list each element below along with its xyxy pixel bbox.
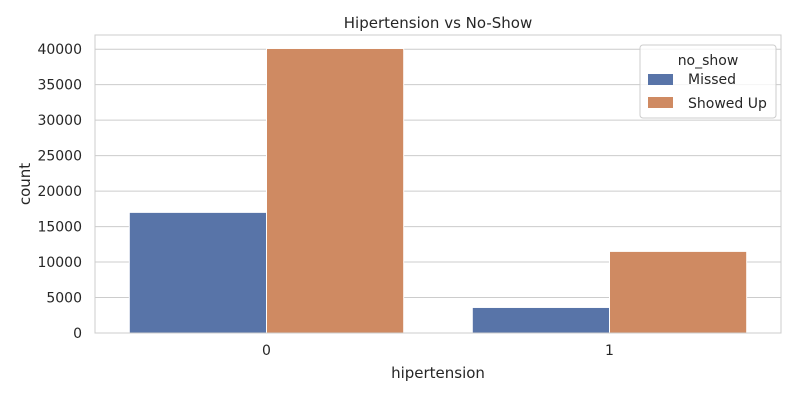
legend-label-missed: Missed: [688, 72, 736, 88]
y-tick-label: 0: [73, 326, 82, 342]
y-tick-label: 30000: [37, 113, 82, 129]
legend: no_show Missed Showed Up: [639, 44, 777, 119]
chart-title: Hipertension vs No-Show: [344, 14, 532, 32]
bar-showed-up-0: [266, 47, 405, 334]
bar-showed-up-1: [609, 250, 748, 334]
y-tick-label: 10000: [37, 255, 82, 271]
x-tick-label: 1: [605, 343, 614, 359]
y-tick-label: 35000: [37, 78, 82, 94]
legend-label-showed-up: Showed Up: [688, 96, 767, 112]
y-tick-labels: 0 5000 10000 15000 20000 25000 30000 35000 40000: [37, 42, 82, 342]
legend-swatch-missed: [648, 74, 673, 85]
plot-frame: [94, 34, 782, 334]
x-axis-label: hipertension: [391, 364, 485, 382]
x-tick-label: 0: [262, 343, 271, 359]
y-tick-label: 40000: [37, 42, 82, 58]
bar-missed-0: [128, 211, 267, 334]
y-tick-label: 20000: [37, 184, 82, 200]
y-axis-label: count: [16, 163, 34, 205]
y-tick-label: 15000: [37, 220, 82, 236]
bars: [128, 47, 748, 334]
y-tick-label: 25000: [37, 149, 82, 165]
bar-missed-1: [471, 306, 610, 334]
legend-box: [639, 44, 777, 119]
legend-title: no_show: [678, 53, 739, 69]
legend-swatch-showed-up: [648, 97, 673, 108]
y-tick-label: 5000: [46, 291, 82, 307]
